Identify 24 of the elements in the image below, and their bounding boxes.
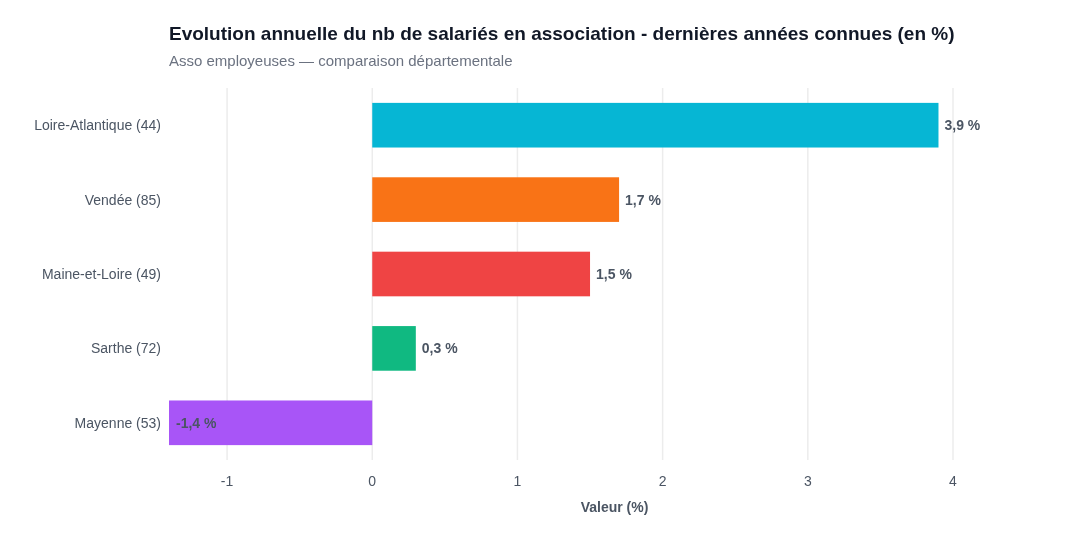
y-tick-label: Loire-Atlantique (44) <box>34 117 161 134</box>
data-label: 1,5 % <box>596 265 633 282</box>
chart-title: Evolution annuelle du nb de salariés en association - dernières années connues (en %) <box>169 23 955 44</box>
y-tick-label: Maine-et-Loire (49) <box>41 265 161 282</box>
data-label: 0,3 % <box>421 340 459 357</box>
chart-subtitle: Asso employeuses — comparaison départementale <box>169 52 513 69</box>
x-tick-label: 2 <box>658 473 667 489</box>
data-label: 1,7 % <box>625 191 662 208</box>
bar <box>372 102 939 148</box>
bar <box>372 251 591 297</box>
bar <box>372 177 620 222</box>
x-tick-label: 1 <box>513 473 522 489</box>
data-label: 3,9 % <box>944 117 981 134</box>
x-axis-title: Valeur (%) <box>580 499 649 515</box>
x-tick-label: -1 <box>220 473 234 489</box>
y-tick-label: Vendée (85) <box>84 191 161 208</box>
x-tick-label: 3 <box>803 473 812 489</box>
bar <box>169 400 373 446</box>
x-tick-label: 4 <box>949 473 958 489</box>
y-tick-label: Mayenne (53) <box>74 414 161 431</box>
x-tick-label: 0 <box>368 473 377 489</box>
bar <box>372 326 416 371</box>
y-tick-label: Sarthe (72) <box>90 340 161 357</box>
data-label: -1,4 % <box>176 414 218 431</box>
